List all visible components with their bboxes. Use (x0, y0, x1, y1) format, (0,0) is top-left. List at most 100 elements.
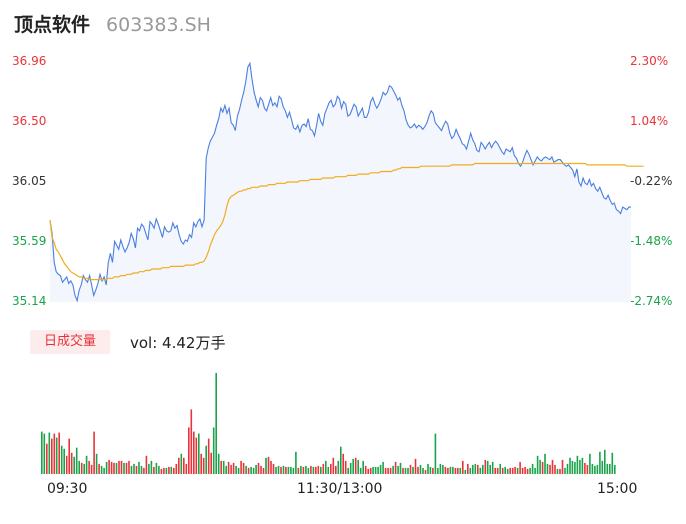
volume-bar (120, 460, 123, 474)
volume-bar (230, 464, 232, 474)
volume-bar (262, 467, 265, 474)
volume-bar (165, 467, 168, 474)
volume-bar (591, 463, 594, 474)
volume-bar (163, 467, 165, 474)
volume-bar (235, 465, 237, 474)
pct-tick-label: 2.30% (630, 54, 669, 68)
volume-bar (374, 466, 377, 474)
volume-bar (95, 453, 98, 474)
volume-bar (387, 467, 389, 474)
volume-bar (604, 449, 606, 474)
volume-bar (442, 464, 444, 474)
volume-bar (574, 461, 576, 474)
volume-bar (78, 460, 80, 474)
volume-bar (511, 467, 514, 474)
volume-bar (494, 467, 496, 474)
volume-bar (469, 467, 472, 474)
volume-bar (232, 462, 235, 474)
volume-bar (128, 460, 130, 474)
volume-bar (444, 466, 447, 474)
volume-bar (551, 459, 554, 474)
volume-bar (322, 463, 325, 474)
volume-readout: vol: 4.42万手 (130, 334, 226, 352)
volume-bar (265, 457, 267, 474)
volume-bar (427, 463, 429, 474)
volume-bar (302, 466, 305, 474)
volume-bar (541, 461, 544, 474)
volume-bar (325, 460, 327, 474)
pct-tick-label: -1.48% (630, 234, 673, 248)
volume-bar (454, 467, 457, 474)
volume-bar (335, 465, 337, 474)
volume-bar (252, 467, 255, 474)
volume-bar (419, 464, 422, 474)
price-area-fill (50, 63, 631, 302)
volume-bar (474, 463, 477, 474)
volume-bar (295, 451, 297, 474)
volume-bar (125, 462, 128, 474)
volume-bar (222, 460, 225, 474)
volume-bar (357, 459, 359, 474)
volume-bar (290, 466, 292, 474)
volume-bar (382, 461, 384, 474)
volume-bar (354, 457, 357, 474)
price-tick-label: 36.50 (12, 114, 47, 128)
volume-bar (496, 467, 499, 474)
volume-bar (105, 461, 108, 474)
volume-bar (609, 463, 611, 474)
volume-bar (342, 453, 344, 474)
volume-bar (599, 451, 601, 474)
volume-bar (571, 460, 574, 474)
volume-bar (344, 460, 347, 474)
volume-bar (349, 462, 352, 474)
volume-bar (70, 452, 73, 474)
volume-bar (407, 467, 409, 474)
volume-bar (51, 438, 53, 474)
volume-bar (312, 466, 315, 474)
stock-name: 顶点软件 (14, 14, 91, 36)
volume-bar (155, 462, 158, 474)
volume-bar (417, 466, 419, 474)
volume-bar (569, 457, 571, 474)
volume-bar (402, 467, 404, 474)
volume-bar (462, 460, 464, 474)
volume-bar (519, 461, 521, 474)
volume-bar (100, 465, 103, 474)
volume-bar (467, 463, 469, 474)
volume-bar (153, 466, 155, 474)
volume-bar (202, 457, 205, 474)
volume-bar (506, 468, 509, 474)
volume-bar (477, 464, 479, 474)
volume-bar (347, 467, 349, 474)
volume-bar (48, 432, 51, 474)
volume-bar (526, 468, 529, 474)
volume-bar (245, 465, 247, 474)
volume-bar (55, 437, 58, 474)
volume-bar (554, 464, 556, 474)
volume-bar (130, 465, 133, 474)
price-tick-label: 36.05 (12, 174, 47, 188)
volume-bar (584, 462, 586, 474)
volume-bar (237, 467, 240, 474)
volume-bar (389, 467, 392, 474)
volume-bar (472, 464, 474, 474)
volume-bar (63, 448, 65, 475)
volume-bar (320, 466, 322, 474)
volume-bar (327, 466, 330, 474)
volume-bar (93, 431, 95, 474)
volume-bar (193, 431, 195, 474)
volume-bar (594, 465, 596, 474)
volume-bar (108, 459, 110, 474)
volume-bar (275, 466, 277, 474)
volume-bar (452, 466, 454, 474)
volume-bar (260, 465, 262, 474)
pct-tick-label: 1.04% (630, 114, 669, 128)
volume-bar (138, 461, 140, 474)
volume-bar (160, 468, 163, 474)
volume-bar (501, 467, 504, 474)
volume-tab[interactable]: 日成交量 (30, 330, 110, 354)
volume-bar (140, 465, 143, 474)
volume-bar (180, 453, 183, 474)
volume-bar (439, 463, 442, 474)
volume-bar (175, 463, 178, 474)
